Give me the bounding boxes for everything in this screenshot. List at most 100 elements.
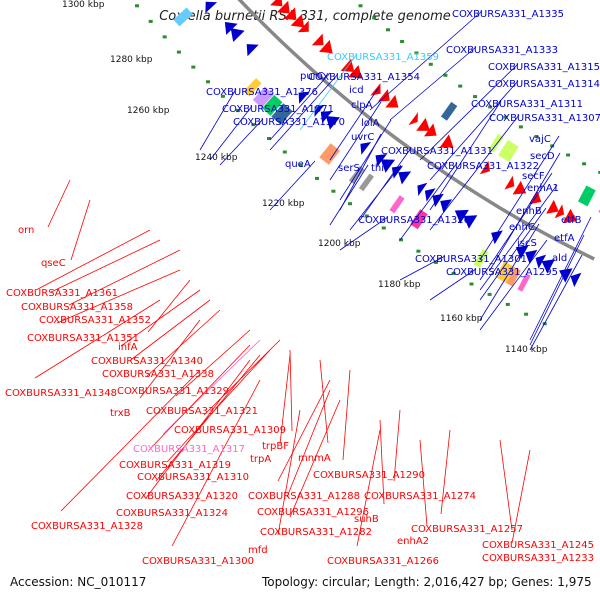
cog-block xyxy=(578,185,596,207)
cog-block xyxy=(389,195,405,214)
leader-line xyxy=(146,309,221,377)
gene-label: COXBURSA331_A1354 xyxy=(308,72,420,83)
leader-line xyxy=(419,63,519,161)
leader-line xyxy=(166,349,271,463)
leader-line xyxy=(429,100,502,211)
gene-label: COXBURSA331_A1245 xyxy=(482,540,594,551)
leader-line xyxy=(393,409,401,482)
leader-line xyxy=(339,133,382,211)
tick-label: 1160 kbp xyxy=(440,314,483,324)
gene-label: COXBURSA331_A1314 xyxy=(488,79,600,90)
leader-line xyxy=(429,80,519,181)
reverse-cds-arrow xyxy=(276,0,290,14)
gene-label: COXBURSA331_A1295 xyxy=(446,267,558,278)
leader-line xyxy=(299,53,358,131)
reverse-cds-arrow xyxy=(408,112,418,126)
gene-label: enhB xyxy=(516,206,542,217)
forward-cds-arrow xyxy=(246,44,259,57)
gc-skew-dot xyxy=(400,40,405,43)
gc-skew-dot xyxy=(473,95,478,99)
gene-label: iscS xyxy=(517,238,537,249)
gene-label: COXBURSA331_A1257 xyxy=(411,524,523,535)
gc-skew-dot xyxy=(534,135,539,138)
gene-label: thil xyxy=(371,163,387,174)
leader-line xyxy=(479,207,547,301)
reverse-cds-arrow xyxy=(546,199,559,214)
forward-cds-arrow xyxy=(491,230,503,245)
gc-skew-dot xyxy=(428,62,433,66)
gene-labels: COXBURSA331_A1335 COXBURSA331_A1359 COXBUR… xyxy=(5,9,600,567)
leader-line xyxy=(440,429,451,515)
gene-label: COXBURSA331_A1301 xyxy=(415,254,527,265)
gc-skew-dot xyxy=(220,94,225,98)
leader-line xyxy=(139,319,201,399)
leader-line xyxy=(56,269,181,324)
gc-skew-dot xyxy=(148,19,153,23)
gene-label: COXBURSA331_A1333 xyxy=(446,45,558,56)
gene-label: COXBURSA331_A1338 xyxy=(102,369,214,380)
leader-line xyxy=(148,344,251,451)
gc-skew-dot xyxy=(524,312,529,316)
gene-label: COXBURSA331_A1310 xyxy=(137,472,249,483)
gc-skew-dot xyxy=(315,176,319,180)
gene-label: COXBURSA331_A1296 xyxy=(257,507,369,518)
forward-cds-arrow xyxy=(525,249,538,264)
leader-line xyxy=(175,329,251,397)
leader-line xyxy=(489,152,561,271)
leader-line xyxy=(342,369,351,461)
leader-line xyxy=(34,299,161,379)
gc-skew-dot xyxy=(381,226,386,230)
tick-label: 1240 kbp xyxy=(195,153,238,163)
leader-line xyxy=(399,162,458,241)
tick-label: 1180 kbp xyxy=(378,280,421,290)
gene-label: secF xyxy=(522,171,545,182)
gene-label: serS xyxy=(338,163,360,174)
leader-line xyxy=(35,229,151,291)
cog-block xyxy=(488,133,504,153)
gene-label: COXBURSA331_A1348 xyxy=(5,388,117,399)
leader-line xyxy=(479,223,540,321)
leader-line xyxy=(199,88,237,151)
gene-label: COXBURSA331_A1351 xyxy=(27,333,139,344)
forward-cds-arrow xyxy=(325,116,340,130)
reverse-cds-arrow xyxy=(370,83,381,96)
forward-cds-arrow xyxy=(391,165,403,179)
gene-label: queA xyxy=(285,159,311,170)
gc-skew-dot xyxy=(331,189,336,193)
forward-cds-arrow xyxy=(570,272,582,288)
gene-label: COXBURSA331_A1335 xyxy=(452,9,564,20)
gc-skew-dot xyxy=(267,137,271,140)
cog-block xyxy=(319,143,341,165)
leader-line xyxy=(479,172,553,281)
leader-line xyxy=(68,249,181,306)
gc-skew-dot xyxy=(206,80,210,84)
reverse-cds-arrow xyxy=(348,65,362,79)
forward-cds-arrow xyxy=(417,182,428,196)
leader-line xyxy=(359,147,412,221)
gene-label: trpA xyxy=(250,454,271,465)
cog-block xyxy=(243,78,262,97)
gc-skew-dot xyxy=(488,105,493,109)
reverse-cds-arrow xyxy=(563,208,577,223)
leader-line xyxy=(369,10,483,111)
gene-label: COXBURSA331_A1311 xyxy=(471,99,583,110)
gene-label: COXBURSA331_A1321 xyxy=(146,406,258,417)
leader-line xyxy=(269,160,316,211)
leader-line xyxy=(389,46,477,121)
gene-label: lolA xyxy=(361,118,380,129)
leader-line xyxy=(269,73,339,151)
gc-skew-dot xyxy=(416,249,421,253)
forward-cds-arrow xyxy=(205,1,218,14)
gc-skew-dot xyxy=(469,282,474,286)
leader-lines xyxy=(34,10,592,547)
gene-label: COXBURSA331_A1320 xyxy=(126,491,238,502)
gc-skew-dot xyxy=(364,214,369,218)
gc-skew-dot xyxy=(582,162,587,166)
gc-skew-dot xyxy=(414,51,419,55)
gene-label: etfA xyxy=(554,233,575,244)
gc-skew-dot xyxy=(298,163,303,167)
gene-label: COXBURSA331_A1266 xyxy=(327,556,439,567)
leader-line xyxy=(147,279,191,333)
tick-label: 1220 kbp xyxy=(262,199,305,209)
